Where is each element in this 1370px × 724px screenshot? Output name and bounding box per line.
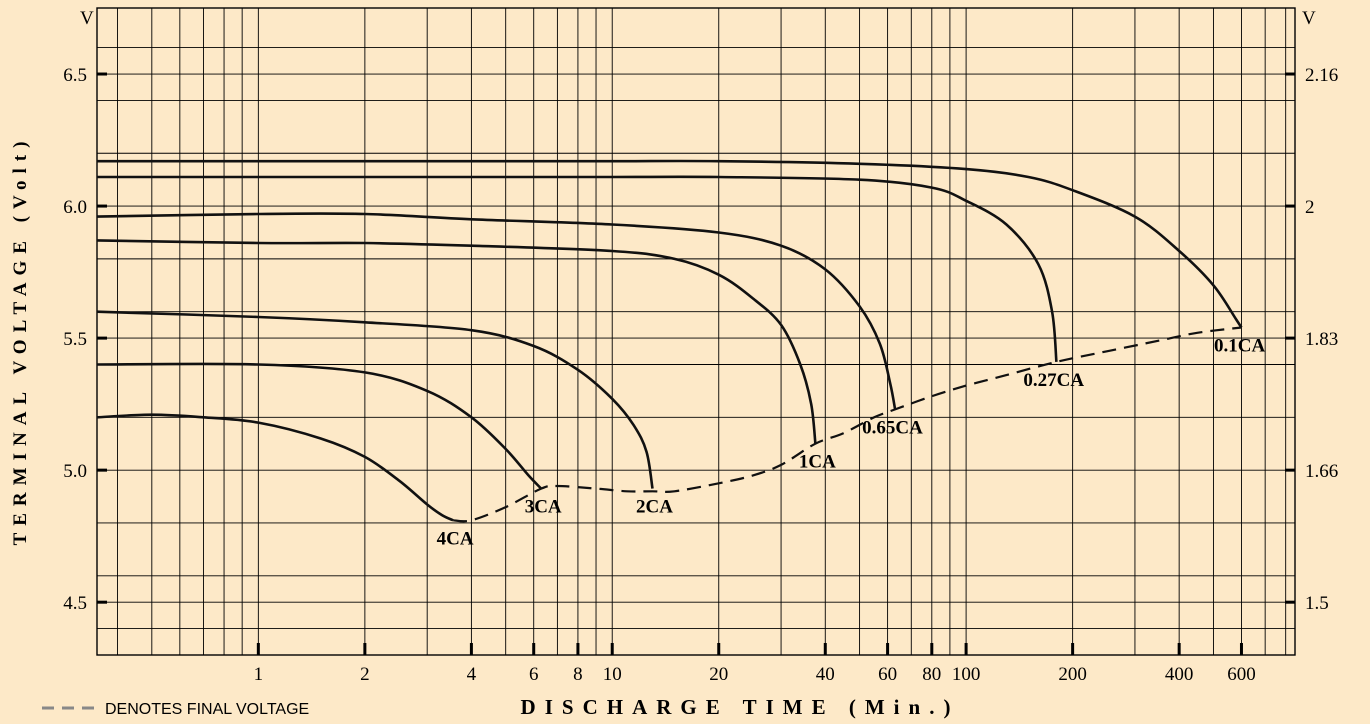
y-tick-label-left: 6.0	[63, 197, 87, 218]
x-tick-label: 60	[878, 664, 897, 685]
x-tick-label: 100	[952, 664, 981, 685]
curve-label-3CA: 3CA	[525, 497, 562, 518]
legend: DENOTES FINAL VOLTAGE	[42, 701, 309, 718]
y-tick-label-left: 4.5	[63, 593, 87, 614]
curve-0_65CA	[96, 212, 897, 410]
grid-lines	[97, 8, 1295, 655]
x-tick-label: 200	[1058, 664, 1087, 685]
legend-text: DENOTES FINAL VOLTAGE	[105, 701, 309, 718]
curve-label-0_27CA: 0.27CA	[1023, 370, 1084, 391]
y-tick-label-left: 5.0	[63, 461, 87, 482]
x-tick-label: 40	[816, 664, 835, 685]
x-tick-label: 8	[573, 664, 583, 685]
curve-label-2CA: 2CA	[636, 497, 673, 518]
y-unit-left: V	[80, 8, 94, 29]
y-tick-label-right: 2.16	[1305, 65, 1338, 86]
x-tick-label: 6	[529, 664, 539, 685]
curve-label-0_65CA: 0.65CA	[862, 417, 923, 438]
y-tick-label-right: 1.83	[1305, 329, 1338, 350]
curve-0_27CA	[96, 175, 1058, 363]
x-tick-label: 80	[922, 664, 941, 685]
curve-label-1CA: 1CA	[799, 452, 836, 473]
curve-3CA	[96, 362, 543, 490]
x-tick-label: 1	[254, 664, 264, 685]
y-tick-label-left: 6.5	[63, 65, 87, 86]
final-voltage-line	[453, 326, 1242, 523]
y-tick-label-right: 1.5	[1305, 593, 1329, 614]
y-unit-right: V	[1302, 8, 1316, 29]
curve-2CA	[96, 310, 654, 489]
x-tick-label: 20	[709, 664, 728, 685]
x-axis-label: DISCHARGE TIME (Min.)	[521, 695, 960, 719]
curve-label-4CA: 4CA	[437, 528, 474, 549]
y-axis-label: TERMINAL VOLTAGE (Volt)	[10, 135, 31, 546]
y-tick-label-left: 5.5	[63, 329, 87, 350]
y-tick-label-right: 1.66	[1305, 461, 1338, 482]
x-tick-label: 400	[1165, 664, 1194, 685]
curve-0_1CA	[97, 159, 1243, 329]
axis-ticks: 1 2 4 6 8 10 20 40 60 80 100 200 400 600 4.5 5.0 5.5 6.0 6…	[63, 65, 1338, 685]
discharge-curves	[96, 159, 1243, 522]
y-tick-label-right: 2	[1305, 197, 1315, 218]
plot-frame	[96, 7, 1296, 656]
x-tick-label: 10	[603, 664, 622, 685]
curve-1CA	[96, 239, 817, 444]
curve-4CA	[96, 413, 454, 522]
x-tick-label: 600	[1227, 664, 1256, 685]
curve-label-0_1CA: 0.1CA	[1214, 336, 1265, 357]
x-tick-label: 2	[360, 664, 370, 685]
curve-labels: 4CA 3CA 2CA 1CA 0.65CA 0.27CA 0.1CA	[437, 336, 1266, 550]
x-tick-label: 4	[467, 664, 477, 685]
